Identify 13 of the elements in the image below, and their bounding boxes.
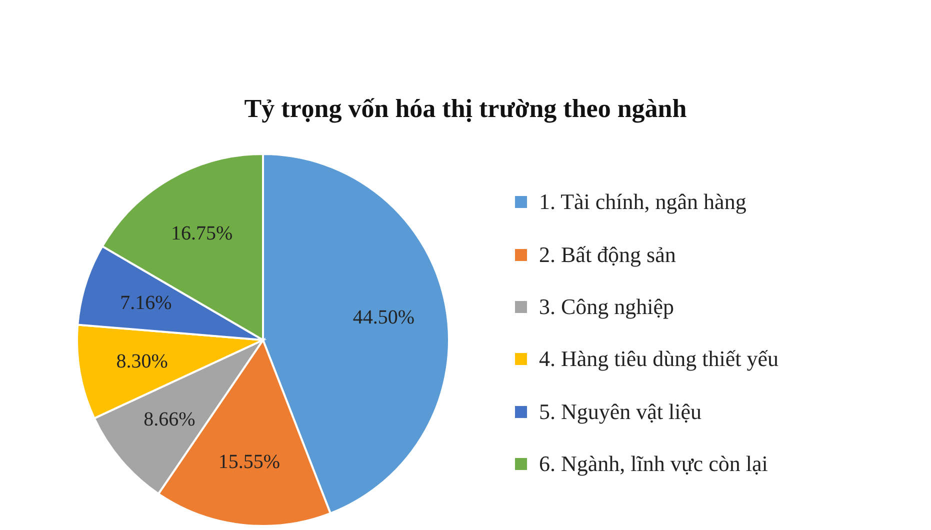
data-label: 15.55%	[218, 450, 280, 473]
data-label: 44.50%	[352, 306, 414, 328]
data-label: 7.16%	[120, 292, 172, 314]
data-label: 8.66%	[144, 408, 196, 430]
legend-label: 4. Hàng tiêu dùng thiết yếu	[539, 346, 779, 372]
legend-label: 6. Ngành, lĩnh vực còn lại	[539, 451, 768, 478]
data-label: 8.30%	[116, 350, 168, 373]
legend-label: 1. Tài chính, ngân hàng	[539, 189, 746, 216]
legend-label: 5. Nguyên vật liệu	[539, 398, 702, 425]
data-label: 16.75%	[171, 222, 233, 245]
chart-title: Tỷ trọng vốn hóa thị trường theo ngành	[243, 94, 688, 124]
legend-label: 2. Bất động sản	[539, 242, 676, 268]
legend-label: 3. Công nghiệp	[539, 294, 674, 320]
